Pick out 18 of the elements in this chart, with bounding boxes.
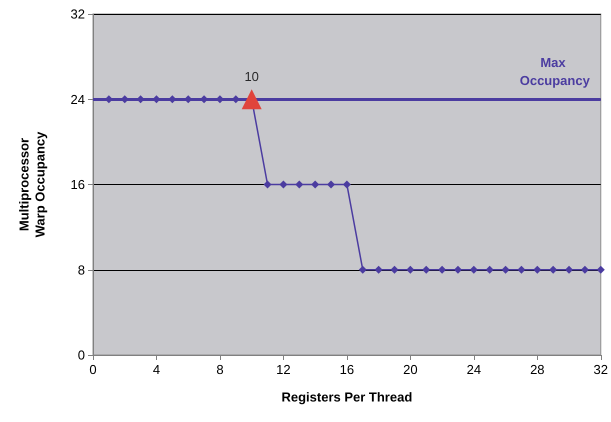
x-tick-label: 12: [276, 362, 291, 377]
x-tick-label: 28: [530, 362, 545, 377]
y-axis-title: Multiprocessor Warp Occupancy: [16, 130, 48, 238]
x-axis-title: Registers Per Thread: [281, 390, 412, 404]
x-tick-label: 4: [152, 362, 160, 377]
y-tick-label: 32: [70, 6, 85, 22]
x-tick-label: 8: [216, 362, 224, 377]
x-tick-label: 24: [466, 362, 482, 377]
x-tick-label: 32: [594, 362, 608, 377]
y-tick-label: 16: [70, 177, 85, 192]
annotation: 10: [244, 68, 259, 84]
x-tick-label: 16: [340, 362, 354, 377]
y-tick-label: 8: [78, 262, 85, 278]
y-tick-label: 0: [78, 348, 85, 362]
x-tick-label: 0: [89, 362, 97, 377]
ref-line-label: Max Occupancy: [520, 54, 591, 88]
x-tick-label: 20: [403, 362, 418, 377]
y-tick-label: 24: [70, 92, 85, 107]
